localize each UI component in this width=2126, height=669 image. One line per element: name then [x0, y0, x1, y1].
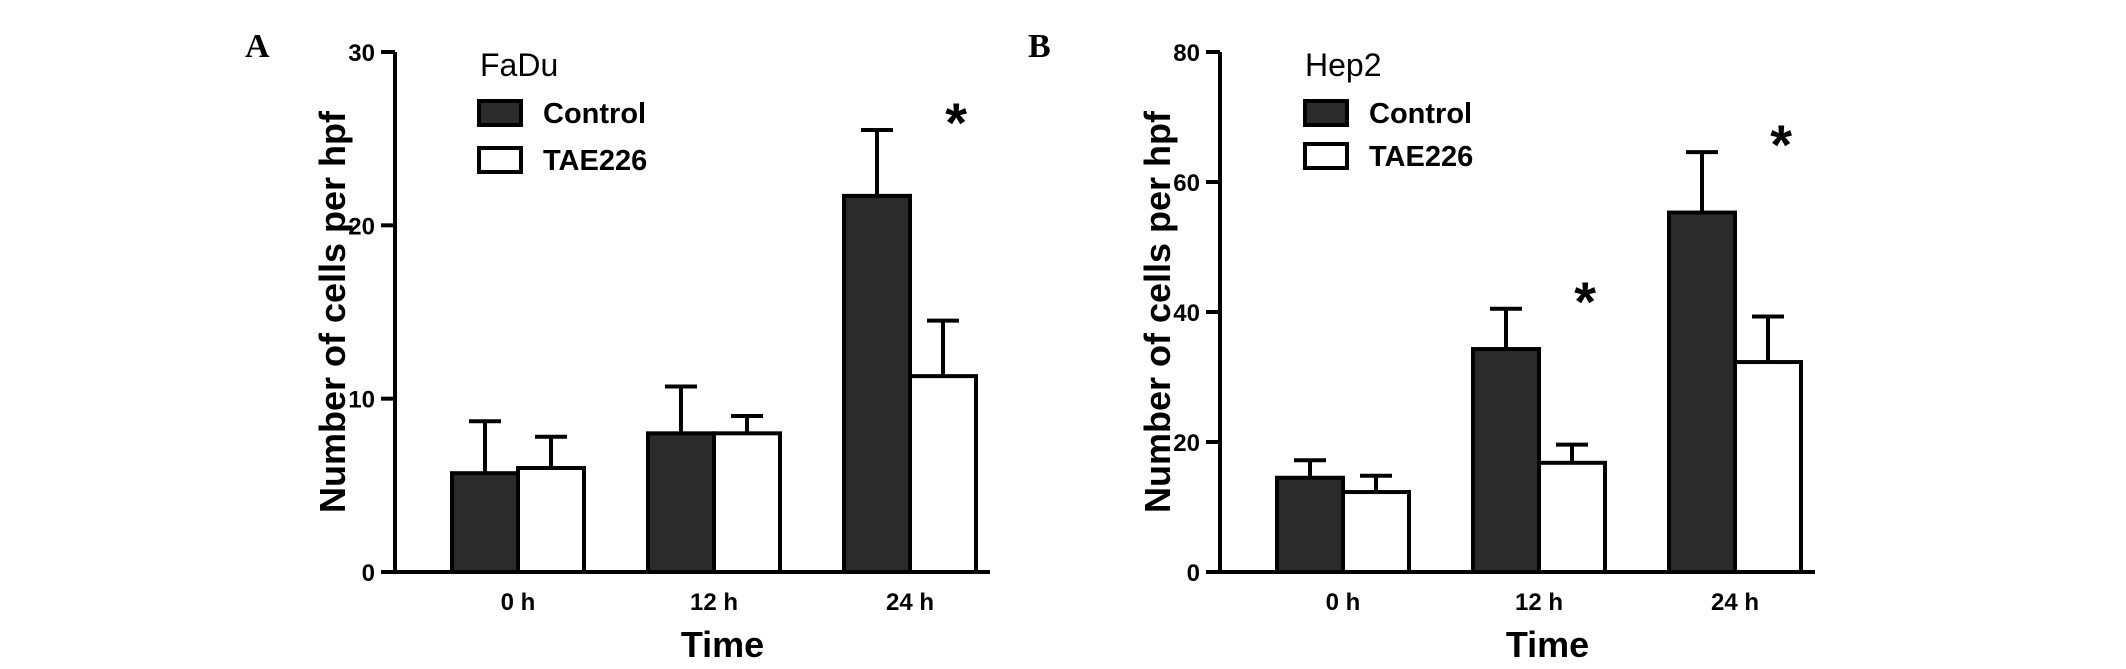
- bar-control: [1471, 347, 1541, 574]
- bar-control: [1667, 210, 1737, 575]
- x-tick-label: 0 h: [501, 589, 536, 616]
- y-tick-label: 20: [348, 213, 375, 240]
- bar-control: [842, 193, 912, 574]
- bar-tae226: [1341, 490, 1411, 574]
- y-tick-label: 0: [1187, 560, 1200, 587]
- x-axis-title: Time: [1506, 624, 1589, 665]
- significance-marker: *: [1770, 113, 1792, 176]
- significance-marker: *: [945, 91, 967, 154]
- x-tick-label: 12 h: [690, 589, 738, 616]
- legend-swatch: [1303, 142, 1349, 170]
- chart-panel-a: A 0 10 20 30 0 h 12 h 24 h * Time Number of cells …: [245, 28, 990, 665]
- x-tick-label: 0 h: [1326, 589, 1361, 616]
- bar-control: [450, 471, 520, 575]
- significance-marker: *: [1574, 270, 1596, 333]
- bar-tae226: [712, 431, 782, 575]
- x-tick-label: 24 h: [1711, 589, 1759, 616]
- legend-label: Control: [543, 98, 646, 130]
- legend-swatch: [477, 99, 523, 127]
- y-tick-label: 0: [362, 560, 375, 587]
- y-tick-label: 40: [1173, 300, 1200, 327]
- y-tick-label: 60: [1173, 170, 1200, 197]
- bar-control: [646, 431, 716, 575]
- y-tick-label: 20: [1173, 430, 1200, 457]
- chart-panel-b: B 0 20 40 60 80 0 h 12 h 24 h * * Time Number of cel…: [1028, 28, 1815, 665]
- x-axis-title: Time: [681, 624, 764, 665]
- y-axis-title: Number of cells per hpf: [1137, 110, 1178, 513]
- bar-tae226: [516, 466, 586, 574]
- panel-letter: B: [1028, 28, 1051, 65]
- bar-tae226: [1733, 360, 1803, 574]
- panel-letter: A: [245, 28, 270, 65]
- x-tick-label: 24 h: [886, 589, 934, 616]
- bar-control: [1275, 475, 1345, 574]
- y-axis-title: Number of cells per hpf: [312, 110, 353, 513]
- legend-label: Control: [1369, 98, 1472, 130]
- legend-label: TAE226: [1369, 141, 1473, 173]
- y-tick-label: 80: [1173, 40, 1200, 67]
- legend-swatch: [1303, 99, 1349, 127]
- y-tick-label: 30: [348, 40, 375, 67]
- chart-title: Hep2: [1305, 47, 1382, 83]
- x-tick-label: 12 h: [1515, 589, 1563, 616]
- chart-title: FaDu: [480, 47, 558, 83]
- bar-tae226: [1537, 460, 1607, 574]
- y-tick-label: 10: [348, 387, 375, 414]
- legend-label: TAE226: [543, 145, 647, 177]
- legend-swatch: [477, 146, 523, 174]
- bar-tae226: [908, 374, 978, 574]
